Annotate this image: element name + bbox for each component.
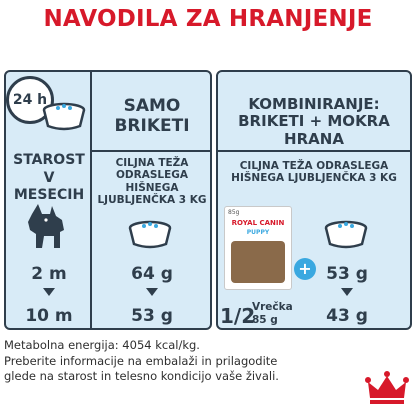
clock-24h-icon: 24 h [6, 76, 54, 124]
dry-header-divider [92, 150, 212, 152]
footer-note: Metabolna energija: 4054 kcal/kg. Preber… [4, 338, 304, 385]
dry-only-amount-2m: 64 g [131, 264, 173, 284]
age-arrow [43, 288, 55, 296]
mixed-dry-amount-10m: 43 g [326, 306, 368, 326]
pouch-weight: 85 g [252, 314, 278, 326]
dry-only-amount-10m: 53 g [131, 306, 173, 326]
dry-only-arrow [146, 288, 158, 296]
puppy-icon [28, 204, 64, 248]
pouch-variant: PUPPY [246, 229, 270, 236]
pouch-photo [231, 241, 285, 283]
age-column-header: STAROST V MESECIH [13, 152, 85, 203]
royal-canin-crown-logo [365, 371, 409, 404]
mixed-arrow [341, 288, 353, 296]
dry-only-header: SAMO BRIKETI [114, 96, 190, 137]
age-10m: 10 m [25, 306, 73, 326]
pouch-label: Vrečka [252, 301, 293, 313]
dry-only-subtitle: CILJNA TEŽA ODRASLEGA HIŠNEGA LJUBLJENČK… [97, 157, 207, 207]
column-divider [90, 70, 92, 330]
mixed-subtitle: CILJNA TEŽA ODRASLEGA HIŠNEGA LJUBLJENČK… [231, 160, 397, 185]
pouch-size: 85g [228, 209, 240, 216]
bowl-icon [42, 102, 86, 131]
packaging-note: Preberite informacije na embalaži in pri… [4, 353, 279, 384]
page-title: NAVODILA ZA HRANJENJE [43, 6, 373, 32]
bowl-icon [324, 220, 368, 249]
clock-label: 24 h [12, 92, 48, 108]
mixed-header: KOMBINIRANJE: BRIKETI + MOKRA HRANA [238, 95, 390, 148]
energy-info: Metabolna energija: 4054 kcal/kg. [4, 338, 200, 352]
age-2m: 2 m [31, 264, 67, 284]
pouch-fraction: 1/2 [220, 304, 256, 328]
bowl-icon [128, 220, 172, 249]
mixed-dry-amount-2m: 53 g [326, 264, 368, 284]
pouch-brand: ROYAL CANIN [231, 219, 285, 227]
wet-food-pouch-image: 85g ROYAL CANIN PUPPY [224, 206, 292, 290]
plus-icon: + [294, 258, 316, 280]
mixed-header-divider [216, 150, 412, 152]
